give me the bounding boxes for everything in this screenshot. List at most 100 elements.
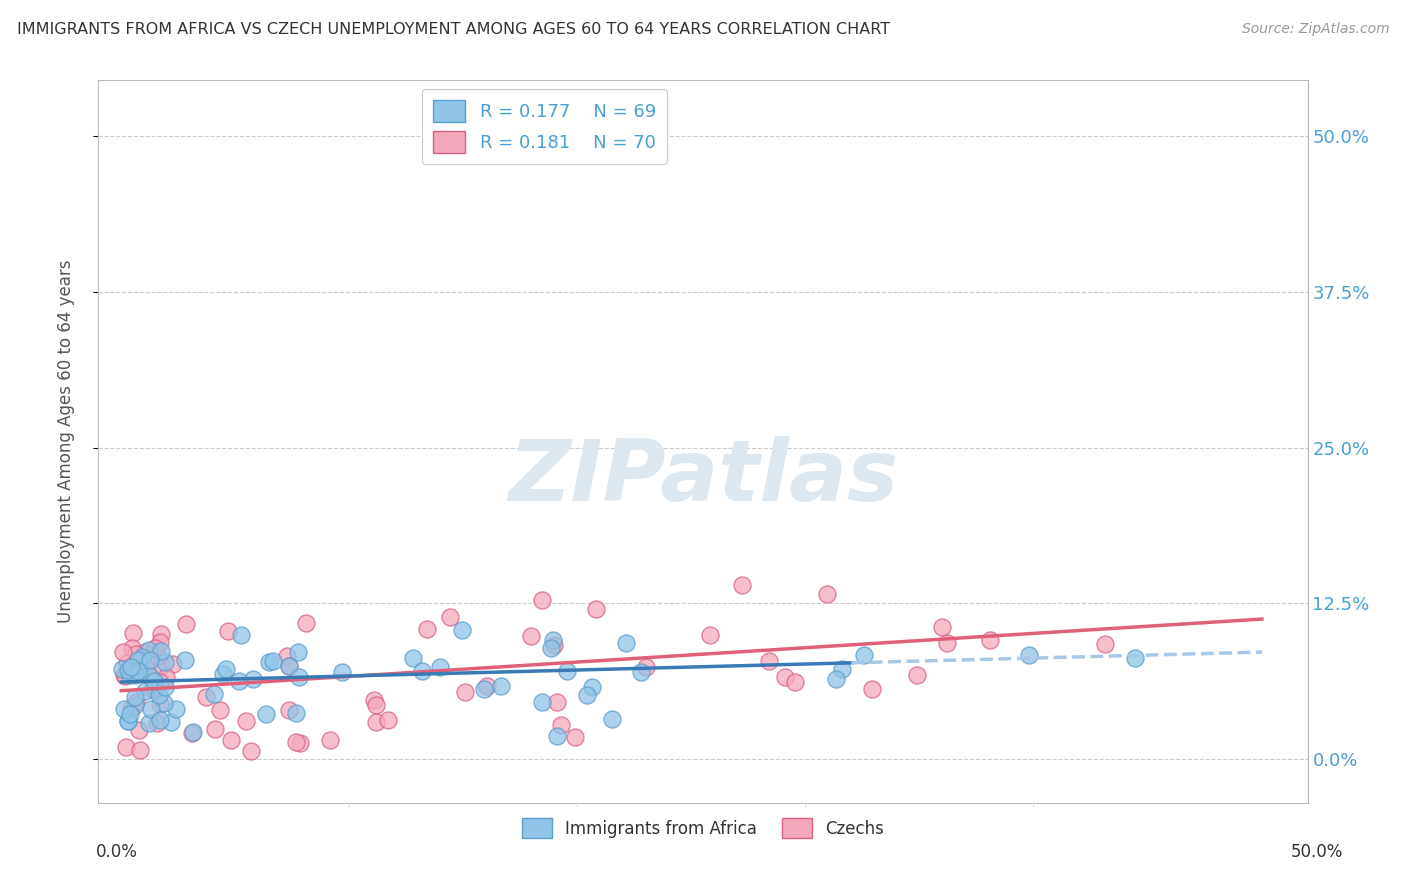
Point [550,718,572,732]
Point [614,636,637,650]
Point [454,685,477,699]
Point [219,733,242,747]
Point [1094,637,1116,651]
Point [451,623,474,637]
Point [215,662,238,676]
Point [416,622,439,636]
Point [174,617,197,632]
Point [138,716,160,731]
Point [699,628,721,642]
Point [581,680,603,694]
Point [278,658,301,673]
Point [149,659,172,673]
Point [135,662,157,676]
Legend: Immigrants from Africa, Czechs: Immigrants from Africa, Czechs [515,812,891,845]
Point [831,662,853,676]
Point [429,660,451,674]
Point [124,698,146,712]
Point [149,644,172,658]
Point [112,668,135,682]
Point [117,656,139,670]
Point [931,620,953,634]
Point [773,670,796,684]
Point [555,665,578,679]
Point [124,690,146,705]
Point [120,702,142,716]
Point [242,672,264,686]
Point [228,674,250,689]
Point [138,643,160,657]
Text: Source: ZipAtlas.com: Source: ZipAtlas.com [1241,22,1389,37]
Point [278,659,301,673]
Point [181,724,204,739]
Point [194,690,217,704]
Point [630,665,652,679]
Point [377,714,399,728]
Point [143,673,166,688]
Point [546,729,568,743]
Point [155,670,177,684]
Point [229,628,252,642]
Point [543,638,565,652]
Point [138,668,160,682]
Point [149,634,172,648]
Point [439,609,461,624]
Point [1018,648,1040,663]
Point [905,667,928,681]
Point [540,641,562,656]
Point [489,680,512,694]
Point [284,706,307,720]
Point [129,665,152,679]
Point [366,715,388,730]
Point [936,635,959,649]
Point [979,632,1001,647]
Point [125,695,148,709]
Point [149,713,172,727]
Point [141,681,163,696]
Point [287,645,309,659]
Point [131,649,153,664]
Point [564,730,586,744]
Point [285,735,308,749]
Point [128,742,150,756]
Point [520,629,543,643]
Point [290,736,312,750]
Point [825,673,848,687]
Point [576,688,599,702]
Point [180,726,202,740]
Point [295,615,318,630]
Point [118,706,141,721]
Point [117,663,139,677]
Point [585,602,607,616]
Point [143,641,166,656]
Point [217,624,239,639]
Point [160,714,183,729]
Point [138,668,160,682]
Point [254,706,277,721]
Point [600,712,623,726]
Point [149,697,172,711]
Point [165,702,187,716]
Point [114,669,136,683]
Point [531,593,554,607]
Point [127,653,149,667]
Point [162,657,184,671]
Point [208,702,231,716]
Point [174,653,197,667]
Point [142,674,165,689]
Point [111,662,134,676]
Point [530,695,553,709]
Point [472,681,495,696]
Point [330,665,353,679]
Point [149,626,172,640]
Point [411,664,433,678]
Point [112,702,135,716]
Point [860,682,883,697]
Point [146,715,169,730]
Point [148,688,170,702]
Point [278,703,301,717]
Point [1123,650,1146,665]
Text: 0.0%: 0.0% [96,843,138,861]
Point [212,667,235,681]
Point [152,696,174,710]
